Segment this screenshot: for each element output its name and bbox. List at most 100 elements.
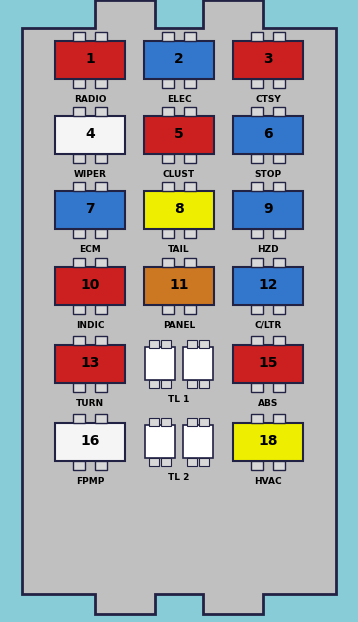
Bar [184,79,196,88]
Text: 16: 16 [80,434,100,448]
Bar [73,461,85,470]
Bar [73,229,85,238]
Bar [73,305,85,314]
Bar [273,32,285,41]
Bar [251,336,263,345]
Bar [273,336,285,345]
Bar [95,383,107,392]
Bar [199,418,209,426]
Bar [184,229,196,238]
Bar [161,418,171,426]
Bar [95,414,107,423]
Bar [251,414,263,423]
Bar [55,191,125,229]
Text: 9: 9 [263,202,273,216]
Bar [184,32,196,41]
Bar [273,79,285,88]
Text: WIPER: WIPER [73,170,106,179]
Bar [273,305,285,314]
Bar [199,340,209,348]
Bar [55,345,125,383]
Text: CTSY: CTSY [255,95,281,104]
Text: PANEL: PANEL [163,321,195,330]
Bar [162,305,174,314]
Bar [145,425,175,458]
Text: 2: 2 [174,52,184,66]
Bar [144,41,214,79]
Bar [187,340,197,348]
Text: 8: 8 [174,202,184,216]
Bar [55,267,125,305]
Bar [95,107,107,116]
Bar [273,154,285,163]
Bar [187,458,197,466]
Bar [251,229,263,238]
Bar [95,229,107,238]
Text: 13: 13 [80,356,100,370]
Bar [144,267,214,305]
Bar [95,305,107,314]
Bar [273,414,285,423]
Text: CLUST: CLUST [163,170,195,179]
Text: 4: 4 [85,127,95,141]
Bar [149,418,159,426]
Bar [251,79,263,88]
Bar [183,425,213,458]
Bar [95,182,107,191]
Text: HVAC: HVAC [254,477,282,486]
Bar [95,258,107,267]
Bar [55,423,125,461]
Bar [184,182,196,191]
Bar [184,258,196,267]
Bar [161,380,171,388]
Bar [162,154,174,163]
Bar [251,107,263,116]
Bar [184,107,196,116]
Bar [251,182,263,191]
Bar [73,336,85,345]
Bar [95,336,107,345]
Bar [55,116,125,154]
Text: 5: 5 [174,127,184,141]
Bar [162,107,174,116]
Bar [251,383,263,392]
Bar [73,107,85,116]
Text: TL 1: TL 1 [168,395,190,404]
Bar [273,461,285,470]
Bar [161,340,171,348]
Bar [95,79,107,88]
Text: INDIC: INDIC [76,321,104,330]
Bar [273,182,285,191]
Bar [162,258,174,267]
Bar [251,461,263,470]
Text: FPMP: FPMP [76,477,104,486]
Bar [184,154,196,163]
Bar [184,305,196,314]
Bar [73,414,85,423]
Bar [144,116,214,154]
Bar [73,32,85,41]
Bar [144,191,214,229]
Text: 15: 15 [258,356,278,370]
Polygon shape [22,0,336,614]
Bar [149,458,159,466]
Text: 12: 12 [258,278,278,292]
Bar [199,458,209,466]
Text: RADIO: RADIO [74,95,106,104]
Text: ECM: ECM [79,245,101,254]
Text: TAIL: TAIL [168,245,190,254]
Text: 1: 1 [85,52,95,66]
Bar [273,383,285,392]
Bar [149,380,159,388]
Bar [55,41,125,79]
Text: STOP: STOP [255,170,281,179]
Bar [251,32,263,41]
Bar [233,116,303,154]
Bar [149,340,159,348]
Text: TL 2: TL 2 [168,473,190,482]
Bar [73,383,85,392]
Text: 7: 7 [85,202,95,216]
Bar [145,347,175,380]
Bar [73,79,85,88]
Bar [251,305,263,314]
